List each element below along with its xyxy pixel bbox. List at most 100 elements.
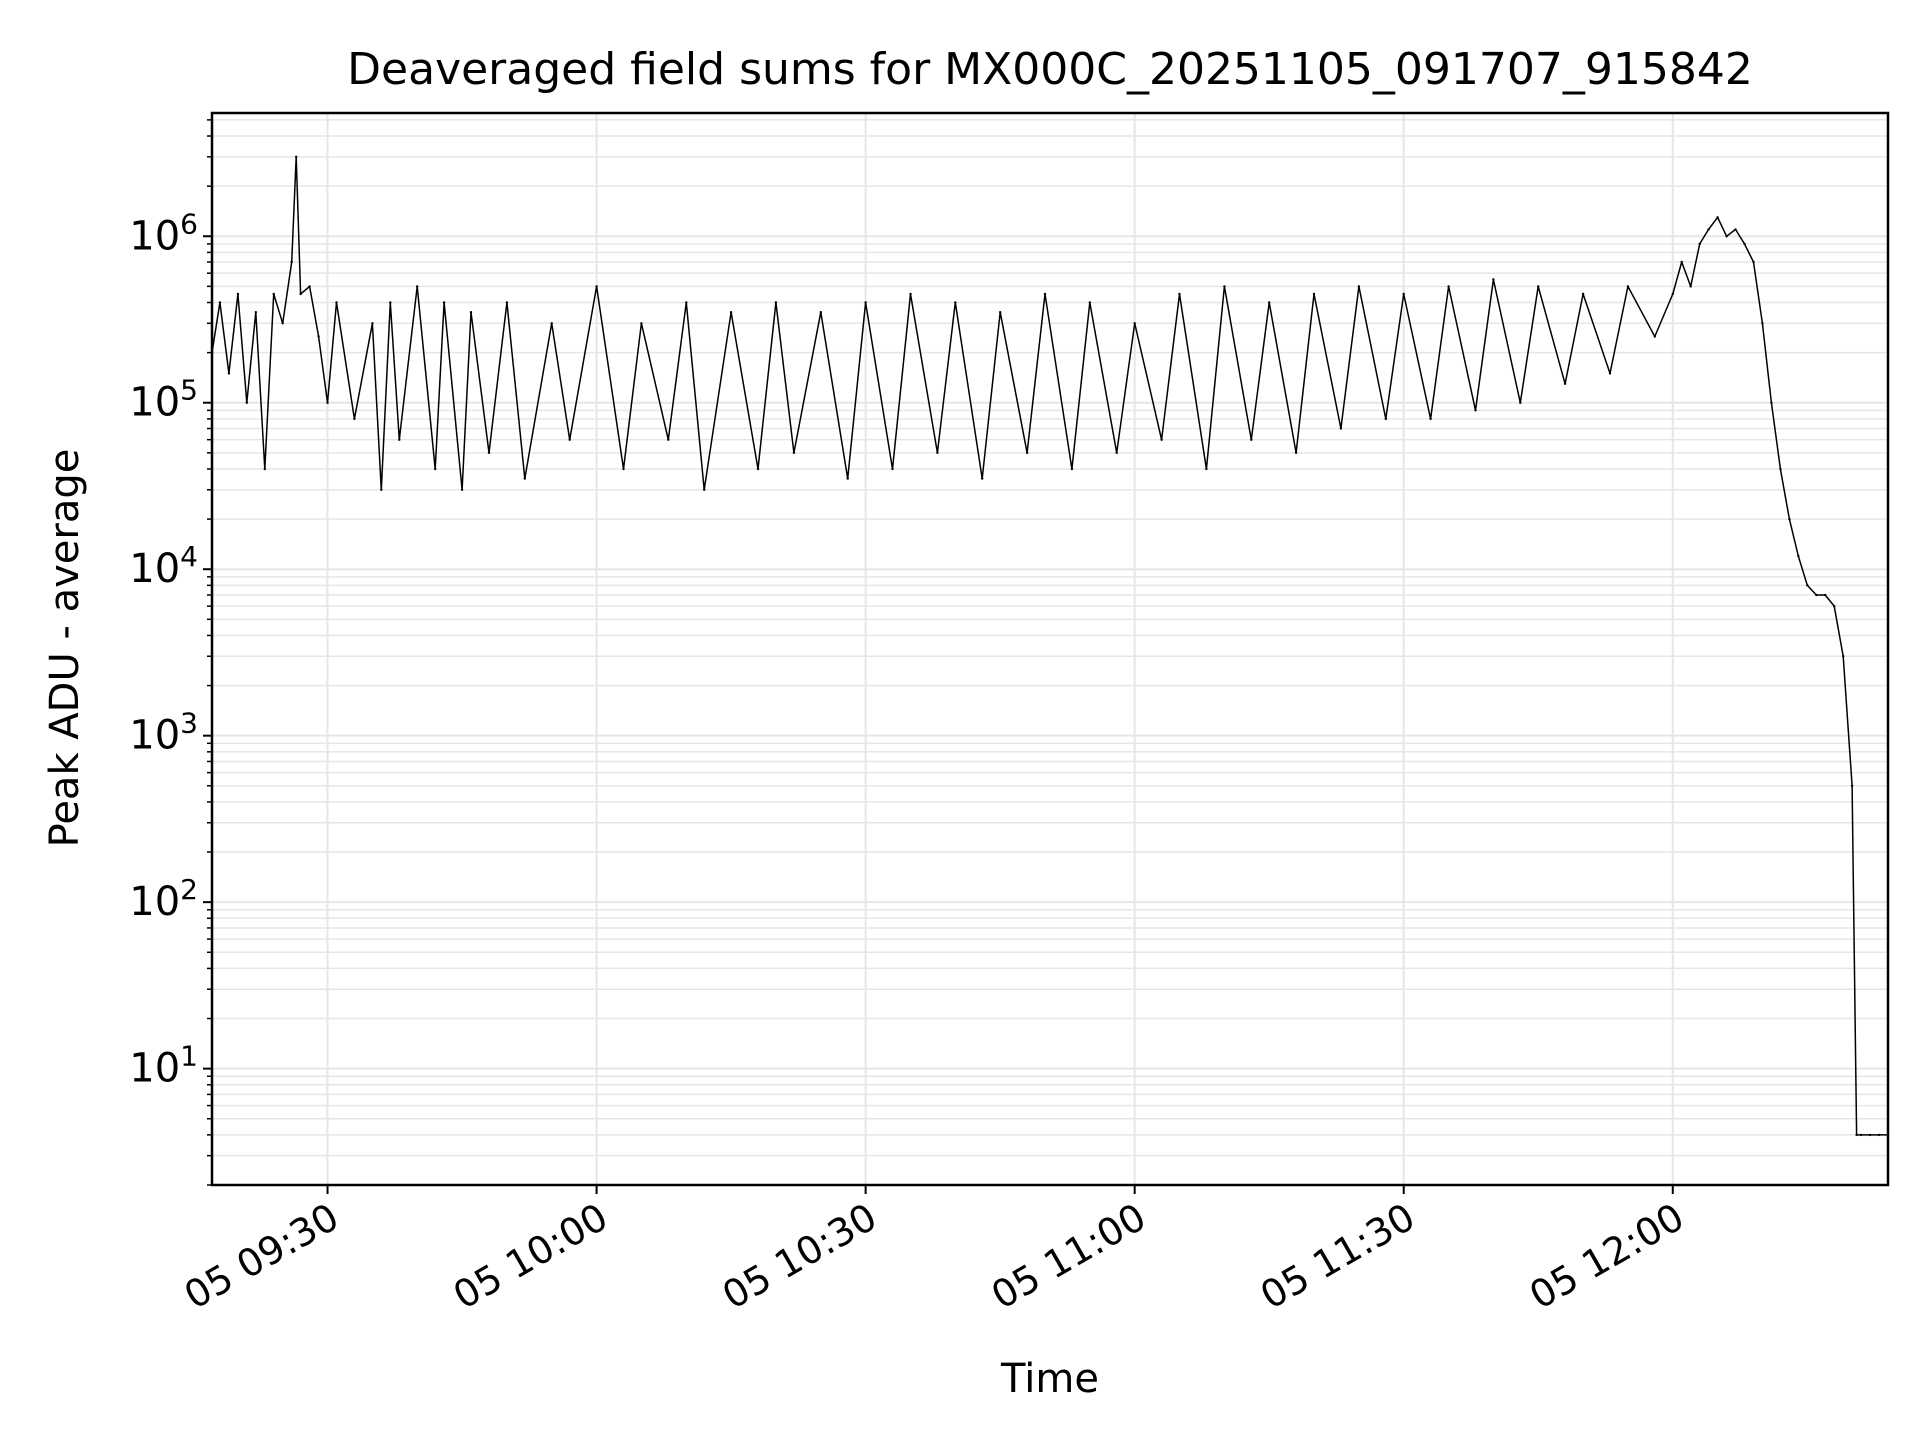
y-tick-label: 105 [129, 374, 198, 426]
data-point [1537, 285, 1540, 288]
data-point [1268, 301, 1271, 304]
data-point [1707, 228, 1710, 231]
data-point [460, 488, 464, 491]
major-gridlines [212, 113, 1888, 1185]
data-point [1850, 784, 1854, 787]
data-point [1653, 335, 1657, 338]
data-point [1842, 655, 1845, 658]
data-point [891, 467, 894, 471]
data-point [1725, 235, 1728, 238]
data-point [1671, 292, 1675, 296]
data-point [353, 417, 356, 421]
data-point [254, 311, 257, 314]
data-point [1339, 427, 1343, 430]
data-point [272, 292, 275, 296]
data-point [1868, 1133, 1872, 1137]
data-point [1770, 401, 1773, 404]
y-tick-label: 101 [129, 1040, 198, 1092]
data-point [227, 372, 231, 375]
data-point [245, 401, 248, 404]
data-point [550, 322, 553, 325]
data-point [819, 311, 822, 314]
series-group [210, 155, 1890, 1137]
data-point [1698, 242, 1701, 246]
data-point [1160, 438, 1163, 441]
data-point [622, 467, 625, 471]
data-point [1752, 260, 1755, 264]
plot-frame [210, 111, 1890, 1187]
data-point [1115, 451, 1118, 454]
data-point [505, 301, 509, 304]
data-point [1447, 285, 1450, 288]
data-point [1626, 285, 1630, 288]
data-point [1788, 517, 1791, 521]
data-point [236, 292, 240, 296]
data-point [703, 488, 706, 491]
data-point [1689, 285, 1692, 288]
x-axis-label: Time [1000, 1356, 1099, 1402]
data-point [846, 477, 849, 480]
data-point [326, 401, 329, 404]
minor-gridlines [212, 119, 1888, 1186]
data-point [295, 155, 298, 158]
data-point [1859, 1133, 1863, 1137]
data-point [1178, 292, 1181, 296]
data-point [1797, 554, 1800, 558]
data-point [218, 301, 222, 304]
y-tick-label: 103 [129, 707, 198, 759]
data-point [335, 301, 338, 304]
data-point [1025, 451, 1029, 454]
data-point [263, 467, 266, 471]
data-point [1223, 285, 1226, 288]
data-point [1608, 372, 1612, 375]
chart-title: Deaveraged field sums for MX000C_2025110… [347, 44, 1753, 95]
data-point [487, 451, 491, 454]
data-point [1294, 451, 1298, 454]
data-point [774, 301, 778, 304]
data-point [1492, 278, 1495, 281]
data-point [1815, 593, 1818, 597]
data-point [1824, 593, 1827, 597]
y-axis-label: Peak ADU - average [42, 449, 88, 848]
data-point [729, 311, 733, 314]
data-point [595, 285, 598, 288]
data-point [667, 438, 670, 441]
data-point [442, 301, 446, 304]
data-point [1743, 242, 1746, 246]
data-point [1581, 292, 1585, 296]
data-point [1680, 260, 1683, 264]
data-point [523, 477, 526, 480]
data-point [568, 438, 571, 441]
data-point [640, 322, 643, 325]
data-point [1043, 292, 1047, 296]
data-point [281, 322, 284, 325]
data-point [371, 322, 374, 325]
data-point [1250, 438, 1253, 441]
data-point [290, 260, 293, 264]
data-point [1088, 301, 1092, 304]
data-point [1205, 467, 1208, 471]
data-point [1563, 382, 1567, 385]
data-point [1474, 409, 1477, 412]
data-point [936, 451, 939, 454]
data-point [1070, 467, 1074, 471]
y-tick-label: 104 [129, 540, 198, 592]
data-point [1716, 216, 1719, 219]
data-point [1519, 401, 1522, 404]
data-point [1877, 1133, 1881, 1137]
data-point [792, 451, 796, 454]
y-tick-label: 102 [129, 873, 198, 925]
data-point [1806, 584, 1809, 587]
data-point [416, 285, 419, 288]
data-point [909, 292, 912, 296]
data-point [469, 311, 473, 314]
y-axis-ticks: 101 102 103 104 105 106 [129, 119, 212, 1186]
data-point [999, 311, 1002, 314]
y-tick-label: 106 [129, 207, 198, 259]
data-point [1402, 292, 1405, 296]
data-point [685, 301, 688, 304]
data-point [1833, 604, 1836, 608]
data-point [1855, 1133, 1858, 1137]
